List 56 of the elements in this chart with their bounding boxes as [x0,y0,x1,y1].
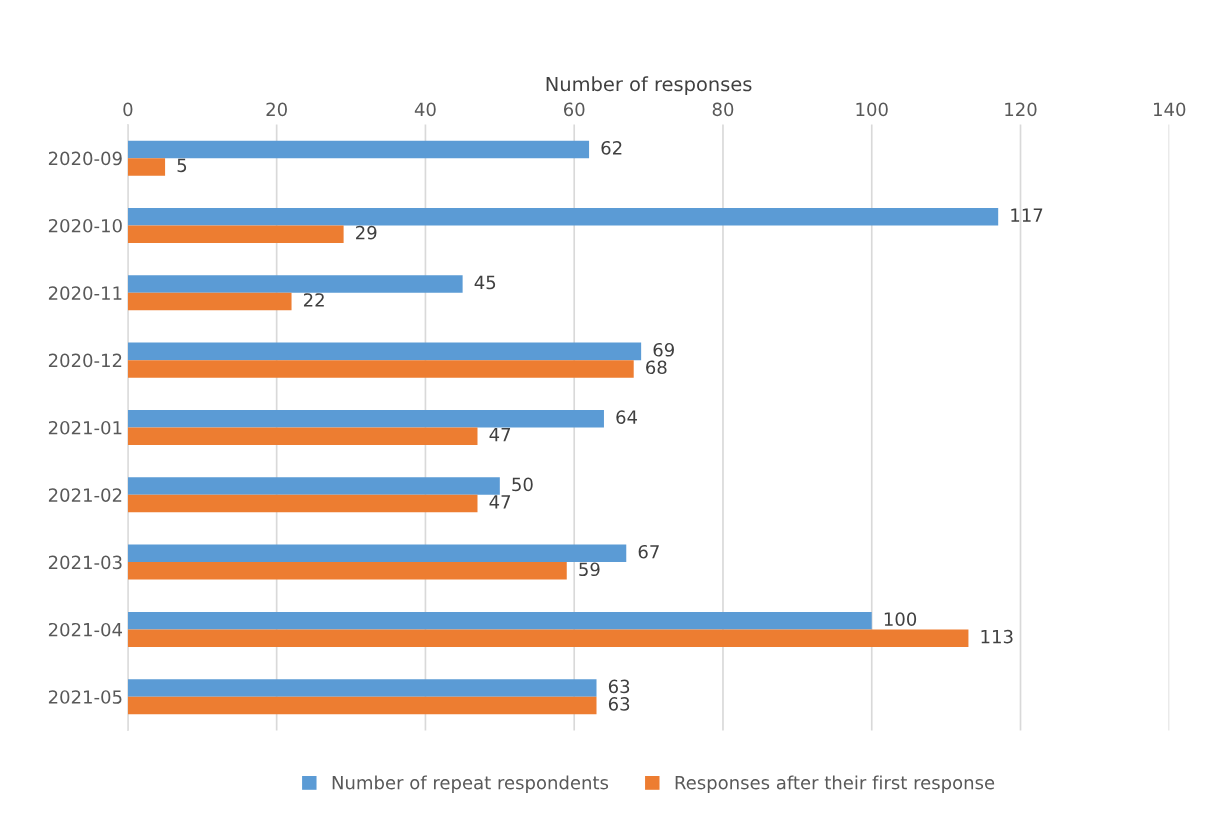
bar [127,225,344,243]
bar [127,629,969,647]
legend-label: Number of repeat respondents [332,775,609,793]
y-tick-label: 2020-09 [48,151,122,166]
bar [127,342,642,361]
y-tick-label: 2020-10 [48,218,122,233]
bar [127,427,478,445]
bar [127,360,634,378]
y-tick-label: 2021-01 [48,420,122,435]
y-tick-label: 2020-12 [48,353,122,368]
data-label: 63 [608,697,630,711]
data-label: 47 [489,495,511,509]
y-tick-label: 2021-04 [48,622,123,637]
data-label: 50 [512,477,533,492]
data-label: 22 [303,293,324,307]
bar [127,679,597,697]
data-label: 64 [616,410,638,424]
bar [127,409,604,428]
legend-label: Responses after their first response [675,775,995,793]
y-tick-label: 2021-03 [48,555,122,570]
data-label: 68 [646,360,667,375]
data-label: 117 [1011,208,1043,222]
data-label: 100 [884,612,917,626]
y-tick-label: 2021-05 [48,690,122,704]
data-label: 47 [489,428,511,442]
x-tick-label: 80 [712,102,734,117]
x-axis-title: Number of responses [546,76,752,96]
bar [127,544,627,563]
data-label: 45 [474,275,496,290]
bar [127,292,292,311]
data-label: 69 [653,342,674,357]
bar [127,477,500,495]
x-tick-label: 20 [266,102,287,117]
data-label: 59 [579,562,600,577]
data-label: 29 [356,225,377,240]
x-tick-label: 100 [856,102,888,117]
data-label: 67 [638,544,659,559]
bar [127,207,999,226]
bar [127,611,872,630]
y-tick-label: 2021-02 [48,488,122,502]
bar [127,562,567,580]
bar [127,158,166,176]
x-tick-label: 0 [123,102,133,117]
x-tick-label: 120 [1005,102,1037,117]
bar [127,494,478,513]
bar [127,696,597,715]
bar [127,140,590,159]
x-tick-label: 40 [414,102,436,117]
x-tick-label: 60 [563,102,585,117]
y-tick-label: 2020-11 [48,286,122,300]
data-label: 113 [981,629,1013,644]
data-label: 63 [608,679,630,694]
data-label: 62 [601,140,622,155]
data-label: 5 [177,158,187,173]
bar [127,275,463,293]
x-tick-label: 140 [1154,102,1186,117]
